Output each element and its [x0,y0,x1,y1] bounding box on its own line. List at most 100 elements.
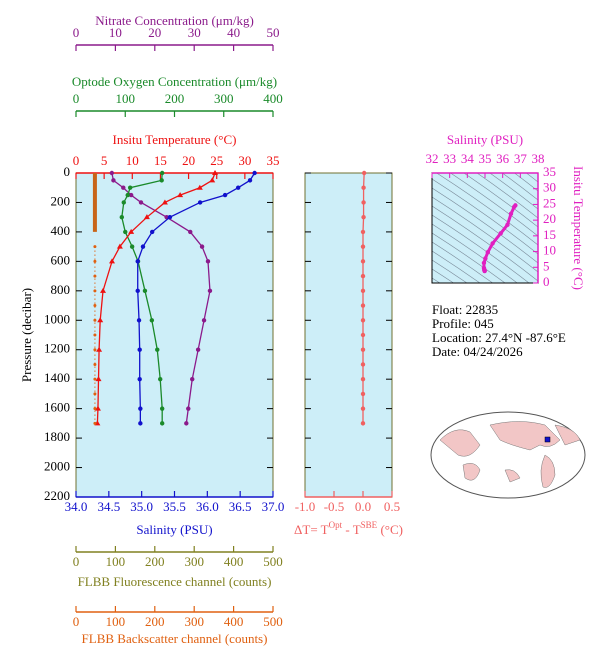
marker [93,362,97,366]
y-tick-label: 800 [51,282,71,297]
marker [93,333,97,337]
axis-label: Insitu Temperature (°C) [113,132,237,147]
tick-label: 30 [188,25,201,40]
tick-label: 40 [227,25,240,40]
marker [138,406,143,411]
y-tick-label: 20 [543,211,556,226]
axis-label: Optode Oxygen Concentration (μm/kg) [72,74,277,89]
density-contour [501,173,538,201]
density-contour [432,196,538,273]
ts-point [511,204,517,210]
y-tick-label: 1600 [44,400,70,415]
tick-label: 500 [263,554,283,569]
marker [93,274,97,278]
marker [93,407,97,411]
float-info: Profile: 045 [432,316,494,331]
y-tick-label: 5 [543,258,550,273]
density-contour [489,173,538,210]
marker [93,348,97,352]
marker [360,273,366,279]
marker [197,200,203,205]
marker [360,332,366,338]
marker [95,376,102,382]
density-contour [432,250,481,283]
marker [155,347,160,352]
marker [93,318,97,322]
marker [196,184,203,190]
marker [360,421,366,426]
marker [207,288,213,294]
plot-area [75,172,274,498]
marker [159,170,165,176]
marker [128,228,135,234]
marker [212,170,219,175]
tick-label: 0.5 [384,499,400,514]
tick-label: 10 [109,25,122,40]
marker [138,421,143,426]
marker [109,258,116,264]
ts-point [498,231,503,236]
density-contour [432,178,538,255]
axis-label: Salinity (PSU) [136,522,212,537]
density-contour [432,259,468,283]
axis-label-part: (°C) [377,522,403,537]
ts-point [490,241,495,246]
marker [361,185,366,190]
marker [123,229,128,235]
x-tick-label: 33 [443,151,456,166]
marker [159,421,165,426]
marker [137,376,142,382]
marker [158,376,163,382]
marker [116,243,123,249]
tick-label: 0 [73,554,80,569]
marker [100,287,107,293]
y-tick-label: 15 [543,227,556,242]
marker [93,377,97,381]
marker [247,178,253,183]
x-tick-label: 35 [479,151,492,166]
marker [360,288,366,294]
world-map [430,411,586,499]
marker [177,192,184,198]
marker [360,244,366,249]
tick-label: 0.0 [355,499,371,514]
tick-label: 200 [165,91,185,106]
x-tick-label: 36 [496,151,510,166]
marker [184,421,189,426]
marker [252,170,257,176]
marker [93,289,97,293]
ts-point [485,250,491,255]
marker [93,304,97,308]
marker [96,346,103,352]
tick-label: 500 [263,614,283,629]
float-info: Date: 04/24/2026 [432,344,523,359]
density-contour [449,173,538,237]
tick-label: 30 [238,153,251,168]
tick-label: 400 [224,554,244,569]
marker [190,376,195,382]
marker [205,259,211,264]
axis-label-part: Opt [329,520,343,530]
ts-point [508,211,514,217]
tick-label: 15 [154,153,167,168]
float-info: Float: 22835 [432,302,498,317]
marker [109,170,115,176]
tick-label: 400 [224,614,244,629]
axis-label: FLBB Backscatter channel (counts) [82,631,268,646]
y-tick-label: 400 [51,223,71,238]
marker [360,229,366,235]
axis-label-part: ΔT= T [294,522,329,537]
density-contour [432,205,538,282]
tick-label: 200 [145,554,165,569]
tick-label: 300 [184,554,204,569]
marker [93,245,97,249]
marker [142,288,148,294]
axis-label-part: - T [342,522,361,537]
marker [135,259,140,264]
marker [360,376,366,382]
axis-label-part: SBE [361,520,378,530]
marker [360,406,366,411]
marker [360,303,366,308]
tick-label: 100 [106,614,126,629]
